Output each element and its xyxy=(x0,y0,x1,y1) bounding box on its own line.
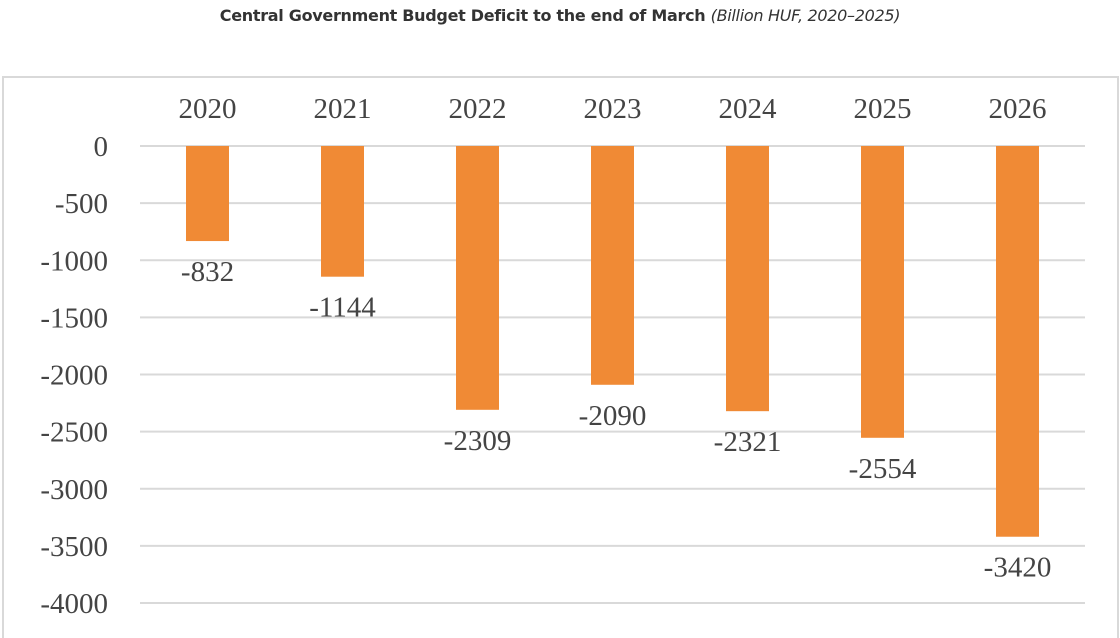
x-tick-label: 2022 xyxy=(449,93,507,125)
bar xyxy=(996,146,1039,537)
data-label: -2321 xyxy=(714,426,782,458)
title-text: Central Government Budget Deficit to the… xyxy=(219,6,706,25)
x-tick-label: 2025 xyxy=(854,93,912,125)
x-tick-label: 2023 xyxy=(584,93,642,125)
y-tick-label: -1000 xyxy=(40,245,108,277)
y-tick-label: -3000 xyxy=(40,474,108,506)
data-label: -3420 xyxy=(984,552,1052,584)
chart-frame xyxy=(2,76,1119,638)
bar xyxy=(591,146,634,385)
data-label: -1144 xyxy=(309,292,376,324)
bar xyxy=(726,146,769,412)
subtitle-text: (Billion HUF, 2020–2025) xyxy=(710,6,901,25)
data-label: -2309 xyxy=(444,425,512,457)
y-tick-label: -500 xyxy=(55,188,108,220)
data-label: -2090 xyxy=(579,400,647,432)
x-tick-label: 2026 xyxy=(989,93,1047,125)
data-label: -2554 xyxy=(849,453,917,485)
x-tick-label: 2021 xyxy=(314,93,372,125)
x-tick-label: 2024 xyxy=(719,93,778,125)
y-tick-label: -1500 xyxy=(40,302,108,334)
y-tick-label: 0 xyxy=(94,131,109,163)
chart-title: Central Government Budget Deficit to the… xyxy=(0,6,1120,25)
x-tick-label: 2020 xyxy=(179,93,237,125)
y-tick-label: -2500 xyxy=(40,417,108,449)
y-tick-label: -4000 xyxy=(40,588,108,620)
bar xyxy=(186,146,229,242)
bar xyxy=(456,146,499,410)
data-label: -832 xyxy=(181,256,234,288)
bar xyxy=(861,146,904,438)
y-tick-label: -3500 xyxy=(40,531,108,563)
y-tick-label: -2000 xyxy=(40,360,108,392)
bar xyxy=(321,146,364,277)
